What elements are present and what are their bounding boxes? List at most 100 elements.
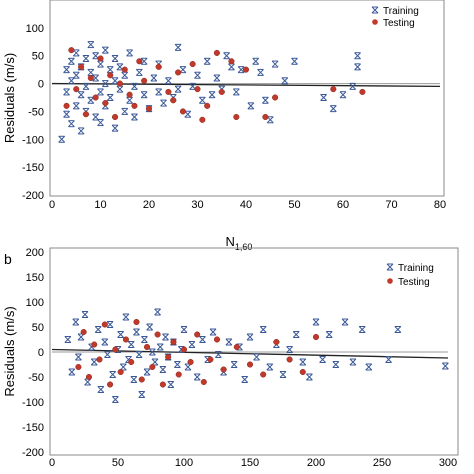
- y-tick-label: -200: [22, 447, 44, 459]
- data-point-training: [135, 68, 143, 76]
- asterisk-stroke: [253, 353, 260, 361]
- data-point-training: [143, 368, 151, 376]
- asterisk-stroke: [354, 63, 361, 71]
- data-point-training: [151, 358, 159, 366]
- data-point-training: [121, 71, 129, 79]
- x-tick-label: 80: [434, 199, 446, 211]
- asterisk-stroke: [349, 83, 357, 90]
- asterisk-stroke: [332, 361, 340, 368]
- y-tick-label: -150: [22, 162, 44, 174]
- data-point-testing: [131, 102, 138, 109]
- asterisk-stroke: [125, 356, 132, 363]
- data-point-training: [140, 57, 148, 65]
- data-point-training: [97, 386, 105, 393]
- data-point-testing: [159, 381, 166, 388]
- data-point-training: [306, 373, 313, 381]
- data-point-training: [106, 321, 114, 328]
- data-point-training: [92, 74, 100, 82]
- data-point-training: [354, 52, 361, 60]
- data-point-testing: [218, 88, 225, 95]
- data-point-training: [106, 66, 114, 74]
- asterisk-stroke: [306, 373, 313, 381]
- data-point-training: [162, 333, 169, 341]
- data-point-testing: [122, 336, 129, 343]
- data-point-training: [442, 362, 449, 370]
- asterisk-stroke: [130, 376, 138, 383]
- legend-training-label: Training: [383, 6, 419, 17]
- asterisk-stroke: [135, 351, 143, 358]
- data-point-training: [138, 391, 146, 398]
- asterisk-stroke: [87, 41, 95, 48]
- data-point-training: [208, 91, 216, 99]
- asterisk-stroke: [341, 318, 349, 326]
- data-point-training: [320, 94, 327, 101]
- legend: Training Testing: [386, 263, 434, 288]
- panel-letter: b: [4, 251, 12, 267]
- plot-frame: [49, 0, 445, 197]
- asterisk-stroke: [121, 108, 129, 115]
- data-point-training: [148, 348, 156, 356]
- asterisk-stroke: [208, 91, 216, 99]
- asterisk-stroke: [385, 356, 392, 363]
- data-point-training: [101, 46, 109, 54]
- asterisk-stroke: [116, 63, 124, 71]
- asterisk-stroke: [237, 66, 245, 73]
- data-point-training: [81, 311, 89, 318]
- asterisk-stroke: [241, 376, 249, 383]
- data-point-training: [75, 353, 82, 361]
- data-point-training: [90, 358, 98, 366]
- asterisk-stroke: [126, 49, 133, 57]
- asterisk-stroke: [225, 338, 233, 346]
- asterisk-stroke: [68, 77, 75, 85]
- data-point-testing: [199, 116, 206, 123]
- asterisk-stroke: [77, 333, 85, 341]
- data-point-testing: [262, 113, 269, 121]
- data-point-training: [365, 363, 373, 371]
- data-point-testing: [97, 55, 104, 62]
- data-point-training: [97, 60, 104, 68]
- data-point-training: [72, 318, 80, 326]
- data-point-training: [332, 361, 340, 368]
- asterisk-stroke: [259, 326, 267, 333]
- data-point-training: [127, 341, 135, 348]
- data-point-training: [165, 77, 172, 85]
- data-point-testing: [107, 381, 114, 388]
- asterisk-stroke: [68, 368, 76, 376]
- asterisk-stroke: [247, 102, 255, 110]
- asterisk-stroke: [198, 96, 206, 104]
- plot-frame: [49, 247, 459, 456]
- asterisk-stroke: [180, 326, 188, 333]
- data-point-training: [262, 96, 269, 104]
- data-point-testing: [63, 102, 70, 109]
- asterisk-stroke: [90, 358, 98, 366]
- asterisk-stroke: [101, 46, 109, 54]
- data-point-testing: [145, 105, 153, 112]
- asterisk-stroke: [281, 77, 289, 85]
- data-point-training: [68, 77, 75, 85]
- data-point-training: [106, 94, 114, 101]
- data-point-testing: [273, 338, 280, 346]
- asterisk-stroke: [151, 358, 159, 366]
- asterisk-stroke: [81, 311, 89, 318]
- data-point-training: [117, 331, 124, 338]
- y-tick-label: 100: [26, 23, 44, 35]
- data-point-testing: [242, 66, 250, 73]
- asterisk-stroke: [167, 381, 175, 388]
- series-testing: [75, 318, 320, 388]
- data-point-training: [140, 91, 148, 99]
- data-point-testing: [143, 343, 151, 351]
- data-point-training: [193, 373, 201, 381]
- asterisk-stroke: [119, 363, 127, 371]
- data-point-training: [111, 124, 119, 132]
- legend-training-marker: [371, 6, 379, 14]
- x-axis-label-main: N: [226, 234, 235, 249]
- asterisk-stroke: [257, 69, 264, 76]
- data-point-training: [198, 96, 206, 104]
- y-axis-label: Residuals (m/s): [2, 306, 17, 396]
- asterisk-stroke: [97, 119, 104, 126]
- data-point-training: [230, 361, 238, 368]
- data-point-testing: [189, 61, 196, 68]
- asterisk-stroke: [97, 88, 104, 96]
- asterisk-stroke: [371, 6, 379, 14]
- asterisk-stroke: [122, 313, 130, 321]
